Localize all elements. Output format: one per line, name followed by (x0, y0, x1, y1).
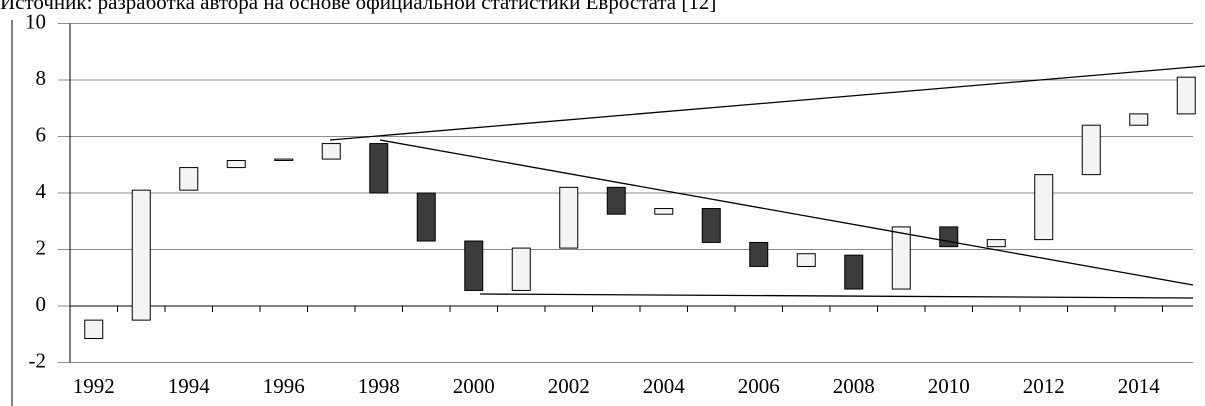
source-note: Источник: разработка автора на основе оф… (0, 0, 716, 14)
x-tick-label: 2012 (1023, 374, 1065, 398)
trend-line (379, 139, 1194, 286)
candle-body (226, 160, 246, 169)
x-tick-label: 2014 (1118, 374, 1161, 398)
candle-body (1034, 174, 1054, 241)
x-tick-label: 1992 (73, 374, 115, 398)
candle-body (1129, 113, 1149, 126)
candle-body (464, 240, 484, 291)
candle-body (1081, 124, 1101, 176)
y-tick-label: -2 (29, 348, 47, 372)
x-tick-label: 2008 (833, 374, 875, 398)
x-tick-label: 2006 (738, 374, 780, 398)
x-tick-label: 2004 (643, 374, 686, 398)
candle-body (84, 319, 104, 339)
x-tick-label: 1994 (168, 374, 211, 398)
candle-body (131, 189, 151, 321)
y-tick-label: 10 (25, 9, 46, 33)
candle-body (179, 167, 199, 191)
y-tick-label: 0 (36, 292, 47, 316)
y-tick-label: 2 (36, 235, 47, 259)
y-tick-label: 8 (36, 66, 47, 90)
candle-body (796, 253, 816, 267)
candle-body (511, 247, 531, 291)
x-tick-label: 2000 (453, 374, 495, 398)
y-tick-label: 4 (36, 179, 47, 203)
candle-body (891, 226, 911, 290)
trend-line (329, 65, 1205, 141)
candle-body (749, 241, 769, 267)
candle-body (939, 226, 959, 248)
x-tick-label: 1998 (358, 374, 400, 398)
candle-body (844, 254, 864, 290)
x-tick-label: 2002 (548, 374, 590, 398)
x-tick-label: 2010 (928, 374, 970, 398)
candle-body (416, 192, 436, 242)
candle-body (654, 208, 674, 215)
x-tick-label: 1996 (263, 374, 305, 398)
candle-body (321, 143, 341, 160)
candle-body (369, 143, 389, 194)
y-tick-label: 6 (36, 122, 47, 146)
candle-body (986, 239, 1006, 248)
candle-body (606, 186, 626, 215)
candle-body (274, 158, 294, 162)
trend-line (479, 293, 1194, 299)
candle-body (1176, 76, 1196, 115)
candle-body (559, 186, 579, 249)
candle-body (701, 208, 721, 243)
